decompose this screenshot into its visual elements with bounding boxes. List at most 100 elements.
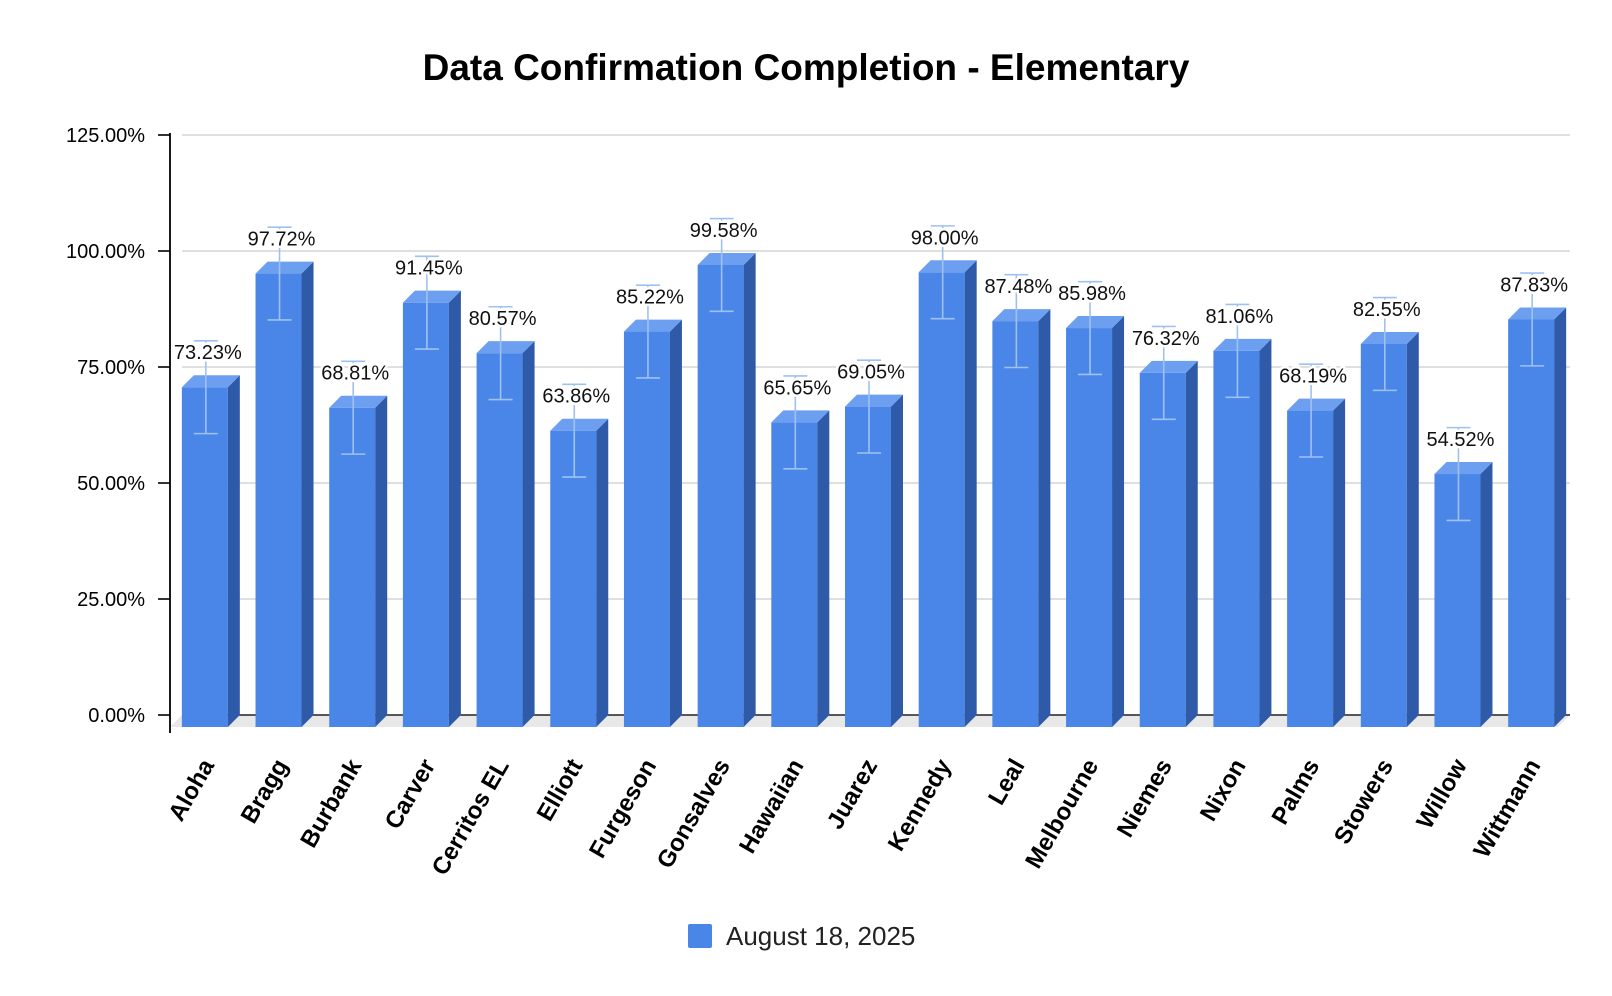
data-label: 85.22% xyxy=(616,287,684,309)
bar-front xyxy=(1213,350,1260,727)
bar xyxy=(623,319,682,727)
error-bar xyxy=(1225,303,1250,399)
data-label: 87.83% xyxy=(1500,274,1568,296)
bar xyxy=(1213,338,1272,727)
error-bar xyxy=(857,359,881,454)
bar-front xyxy=(623,331,670,727)
bar xyxy=(697,252,756,728)
legend-swatch xyxy=(688,924,712,948)
bar-front xyxy=(255,273,302,727)
bar xyxy=(1066,316,1125,727)
data-label: 99.58% xyxy=(690,220,758,242)
error-bar xyxy=(193,340,218,435)
bar-side xyxy=(817,410,830,727)
error-bar xyxy=(1004,273,1029,369)
bar-top xyxy=(550,418,609,431)
error-bar xyxy=(1446,426,1471,522)
bar-front xyxy=(550,430,597,727)
data-label: 54.52% xyxy=(1427,429,1495,451)
error-bar xyxy=(267,226,292,321)
bar xyxy=(771,410,830,727)
bar xyxy=(1139,360,1198,727)
x-tick-label: Furgeson xyxy=(584,755,662,863)
bar-front xyxy=(329,407,376,727)
x-tick-label: Gonsalves xyxy=(652,755,736,874)
legend: August 18, 2025 xyxy=(688,921,915,951)
error-bar xyxy=(635,284,660,379)
bar xyxy=(329,395,388,727)
bar-top xyxy=(918,260,977,273)
x-tick-label: Elliott xyxy=(532,754,589,825)
bar-top xyxy=(1434,462,1493,475)
bar-front xyxy=(918,272,965,727)
bar-top xyxy=(1213,338,1272,351)
error-bar xyxy=(562,383,587,478)
bar-front xyxy=(1066,328,1113,727)
bar-top xyxy=(1508,307,1567,320)
bar-side xyxy=(1112,316,1125,727)
x-tick-label: Burbank xyxy=(295,754,367,852)
error-bar xyxy=(1078,280,1103,376)
bar-side xyxy=(891,394,903,727)
data-labels: 73.23% 97.72% 68.81% 91.45% 80.57% 63.86% 85.2… xyxy=(171,217,1570,453)
x-tick-label: Bragg xyxy=(236,755,294,829)
x-tick-label: Carver xyxy=(380,755,441,834)
bar-side xyxy=(227,375,240,727)
bar-top xyxy=(1066,316,1125,329)
data-label: 80.57% xyxy=(469,308,537,330)
data-label: 65.65% xyxy=(763,377,831,399)
bar-side xyxy=(1406,331,1419,727)
x-tick-label: Melbourne xyxy=(1020,755,1104,874)
data-label: 68.19% xyxy=(1279,366,1347,388)
data-label: 98.00% xyxy=(911,227,979,249)
bar-front xyxy=(402,302,449,727)
x-tick-label: Hawaiian xyxy=(734,755,809,859)
legend-label: August 18, 2025 xyxy=(726,921,915,951)
bar xyxy=(476,341,535,727)
bar-side xyxy=(1185,360,1198,727)
error-bar xyxy=(783,375,808,470)
bar-top xyxy=(181,375,240,388)
y-tick-label: 125.00% xyxy=(66,125,145,147)
bar-front xyxy=(771,422,818,727)
bar-front xyxy=(1360,343,1407,727)
data-label: 82.55% xyxy=(1353,299,1421,321)
x-tick-label: Wittmann xyxy=(1468,755,1546,863)
error-bar xyxy=(1372,296,1397,392)
bar-top xyxy=(1360,331,1419,344)
x-tick-label: Leal xyxy=(983,755,1030,810)
x-tick-label: Cerritos EL xyxy=(427,755,515,881)
y-axis-ticks: 0.00% 25.00% 50.00% 75.00% 100.00% 125.00% xyxy=(66,125,170,727)
bar-top xyxy=(476,341,535,354)
bar xyxy=(1287,398,1346,727)
bar-front xyxy=(476,353,523,727)
bar-top xyxy=(402,290,461,303)
bar-front xyxy=(992,321,1039,727)
data-label: 63.86% xyxy=(542,386,610,408)
bar-side xyxy=(375,395,388,727)
bar-top xyxy=(1139,360,1198,373)
error-bar xyxy=(1151,325,1176,421)
bars xyxy=(181,252,1567,728)
bar-side xyxy=(301,261,314,727)
bar-side xyxy=(1259,338,1272,727)
bar-top xyxy=(771,410,830,423)
y-tick-label: 100.00% xyxy=(66,241,145,263)
x-tick-label: Willow xyxy=(1411,754,1472,833)
error-bar xyxy=(930,225,955,320)
y-tick-label: 75.00% xyxy=(77,357,145,379)
bar xyxy=(1434,462,1493,727)
x-tick-label: Stowers xyxy=(1329,755,1399,849)
bar-side xyxy=(448,290,461,727)
bar xyxy=(845,394,903,727)
bar xyxy=(992,309,1051,727)
bar-top xyxy=(992,309,1051,322)
data-label: 87.48% xyxy=(984,276,1052,298)
bar xyxy=(181,375,240,727)
bar-front xyxy=(1508,319,1555,727)
bar xyxy=(918,260,977,727)
x-tick-label: Juarez xyxy=(822,755,883,834)
x-tick-label: Nixon xyxy=(1195,755,1252,826)
bar-side xyxy=(964,260,977,727)
